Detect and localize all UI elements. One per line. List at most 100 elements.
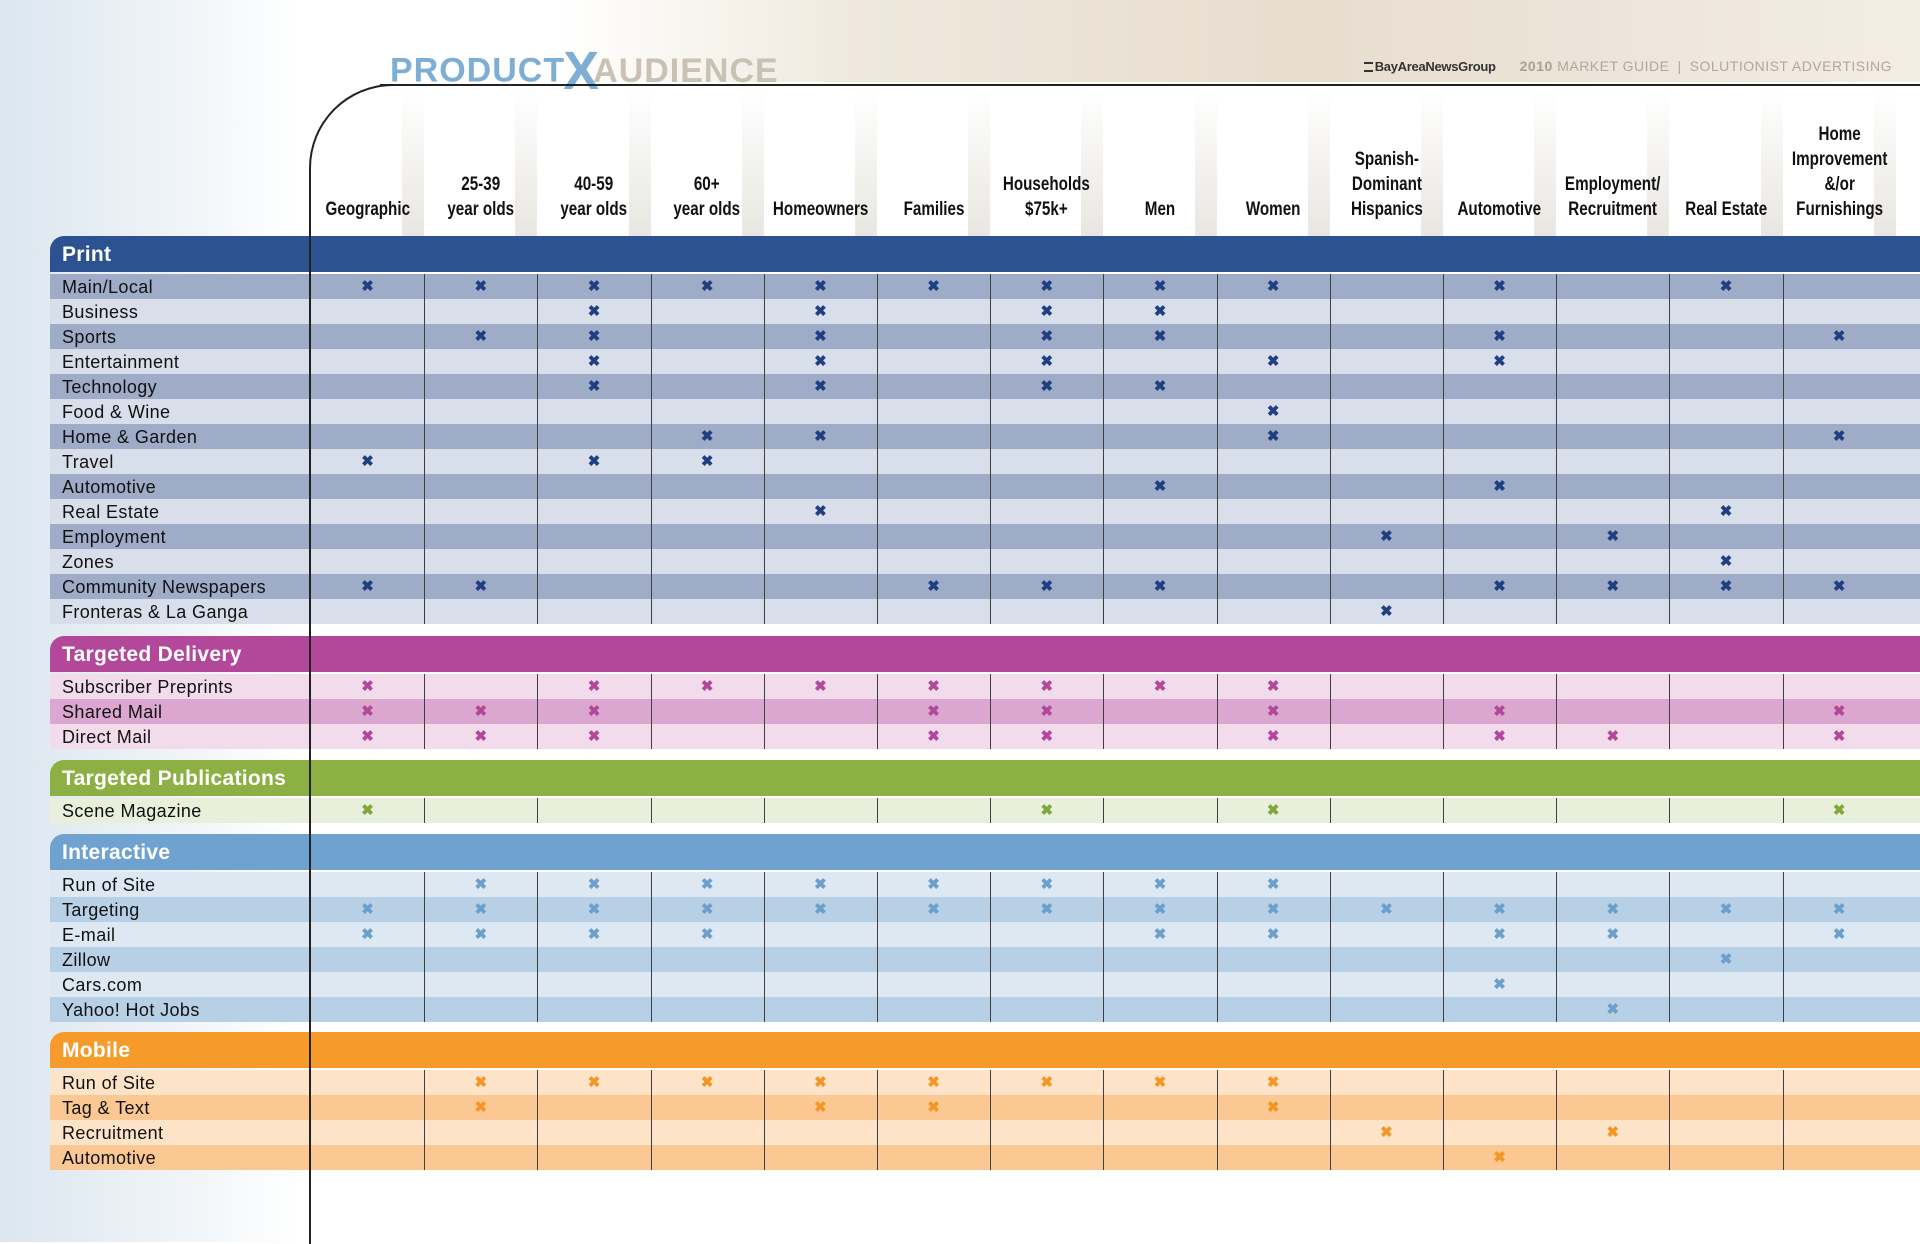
column-header-label: Men bbox=[1144, 199, 1176, 220]
column-divider bbox=[1443, 1070, 1444, 1170]
column-header-shade bbox=[855, 90, 877, 236]
table-row: Entertainment bbox=[50, 349, 1920, 374]
column-divider bbox=[763, 674, 765, 749]
column-header: 60+ year olds bbox=[651, 90, 764, 236]
table-row: Employment bbox=[50, 524, 1920, 549]
tagline: SOLUTIONIST ADVERTISING bbox=[1689, 58, 1892, 74]
x-mark: ✖ bbox=[1493, 353, 1506, 370]
x-mark: ✖ bbox=[587, 901, 601, 918]
column-divider bbox=[763, 872, 765, 1022]
row-label: Main/Local bbox=[62, 277, 154, 297]
column-header: 40-59 year olds bbox=[537, 90, 650, 236]
column-divider bbox=[877, 872, 878, 1022]
x-mark: ✖ bbox=[1040, 328, 1054, 345]
column-divider bbox=[1329, 798, 1331, 823]
column-header-label: Home Improvement &/or Furnishings bbox=[1791, 124, 1887, 220]
x-mark: ✖ bbox=[1493, 901, 1506, 918]
x-mark: ✖ bbox=[1493, 728, 1506, 745]
row-label: Business bbox=[62, 302, 139, 322]
table-row: Business bbox=[50, 299, 1920, 324]
column-header-shade bbox=[1873, 90, 1896, 236]
column-divider bbox=[537, 872, 539, 1022]
column-header: Automotive bbox=[1443, 90, 1556, 236]
x-mark: ✖ bbox=[814, 353, 827, 370]
column-header: Women bbox=[1217, 90, 1330, 236]
x-mark: ✖ bbox=[361, 578, 374, 595]
column-divider bbox=[1782, 1070, 1784, 1170]
x-mark: ✖ bbox=[1153, 278, 1167, 295]
column-header: Families bbox=[877, 90, 990, 236]
column-header: 25-39 year olds bbox=[424, 90, 537, 236]
column-header-shade bbox=[1307, 90, 1330, 236]
x-mark: ✖ bbox=[1266, 926, 1280, 943]
column-divider bbox=[990, 274, 992, 624]
x-mark: ✖ bbox=[1040, 1074, 1054, 1091]
x-mark: ✖ bbox=[1832, 703, 1846, 720]
x-mark: ✖ bbox=[1153, 926, 1167, 943]
table-row: Real Estate bbox=[50, 499, 1920, 524]
column-divider bbox=[1556, 1070, 1558, 1170]
grid-left-rule bbox=[309, 236, 311, 1242]
x-mark: ✖ bbox=[1040, 578, 1054, 595]
x-mark: ✖ bbox=[474, 1074, 488, 1091]
x-mark: ✖ bbox=[361, 728, 374, 745]
x-mark: ✖ bbox=[927, 578, 940, 595]
x-mark: ✖ bbox=[1493, 703, 1506, 720]
x-mark: ✖ bbox=[927, 278, 940, 295]
row-label: Targeting bbox=[62, 900, 140, 920]
x-mark: ✖ bbox=[814, 876, 827, 893]
row-label: Real Estate bbox=[62, 502, 160, 522]
column-divider bbox=[1556, 674, 1558, 749]
table-row: Run of Site bbox=[50, 1070, 1920, 1095]
x-mark: ✖ bbox=[814, 1074, 827, 1091]
x-mark: ✖ bbox=[587, 678, 601, 695]
x-mark: ✖ bbox=[1832, 578, 1846, 595]
table-row: Zillow bbox=[50, 947, 1920, 972]
column-header-shade bbox=[1647, 90, 1670, 236]
column-header: Spanish- Dominant Hispanics bbox=[1330, 90, 1443, 236]
x-mark: ✖ bbox=[1493, 278, 1506, 295]
row-label: Run of Site bbox=[62, 875, 156, 895]
x-mark: ✖ bbox=[587, 278, 601, 295]
table-row: Automotive bbox=[50, 474, 1920, 499]
x-mark: ✖ bbox=[587, 876, 601, 893]
x-mark: ✖ bbox=[474, 876, 488, 893]
x-mark: ✖ bbox=[587, 303, 601, 320]
column-header-shade bbox=[968, 90, 991, 236]
column-divider bbox=[877, 674, 878, 749]
column-header-label: Households $75k+ bbox=[1003, 174, 1091, 220]
table-row: Automotive bbox=[50, 1145, 1920, 1170]
table-row: Recruitment bbox=[50, 1120, 1920, 1145]
table-row: Food & Wine bbox=[50, 399, 1920, 424]
x-mark: ✖ bbox=[361, 453, 374, 470]
x-mark: ✖ bbox=[1719, 901, 1733, 918]
top-photo-banner bbox=[560, 0, 1920, 82]
x-mark: ✖ bbox=[1040, 876, 1054, 893]
column-divider bbox=[1443, 872, 1444, 1022]
column-header-shade bbox=[402, 90, 425, 236]
x-mark: ✖ bbox=[361, 901, 374, 918]
row-label: Zillow bbox=[62, 950, 111, 970]
column-header-label: Families bbox=[903, 199, 965, 220]
x-mark: ✖ bbox=[1832, 926, 1846, 943]
column-divider bbox=[1782, 674, 1784, 749]
guide-year: 2010 bbox=[1519, 58, 1553, 74]
column-divider bbox=[537, 798, 539, 823]
x-mark: ✖ bbox=[700, 278, 714, 295]
table-row: Main/Local bbox=[50, 274, 1920, 299]
x-mark: ✖ bbox=[1040, 303, 1054, 320]
x-mark: ✖ bbox=[1153, 678, 1167, 695]
row-label: Community Newspapers bbox=[62, 577, 267, 597]
x-mark: ✖ bbox=[1266, 802, 1280, 819]
row-label: Run of Site bbox=[62, 1073, 156, 1093]
section-header-targeted-delivery: Targeted Delivery bbox=[50, 636, 1920, 672]
x-mark: ✖ bbox=[587, 328, 601, 345]
column-divider bbox=[1103, 872, 1105, 1022]
x-mark: ✖ bbox=[1040, 703, 1054, 720]
page-title: PRODUCTXAUDIENCE bbox=[390, 40, 779, 101]
x-mark: ✖ bbox=[587, 453, 601, 470]
x-mark: ✖ bbox=[927, 703, 940, 720]
column-divider bbox=[1216, 674, 1218, 749]
x-mark: ✖ bbox=[361, 703, 374, 720]
x-mark: ✖ bbox=[814, 901, 827, 918]
